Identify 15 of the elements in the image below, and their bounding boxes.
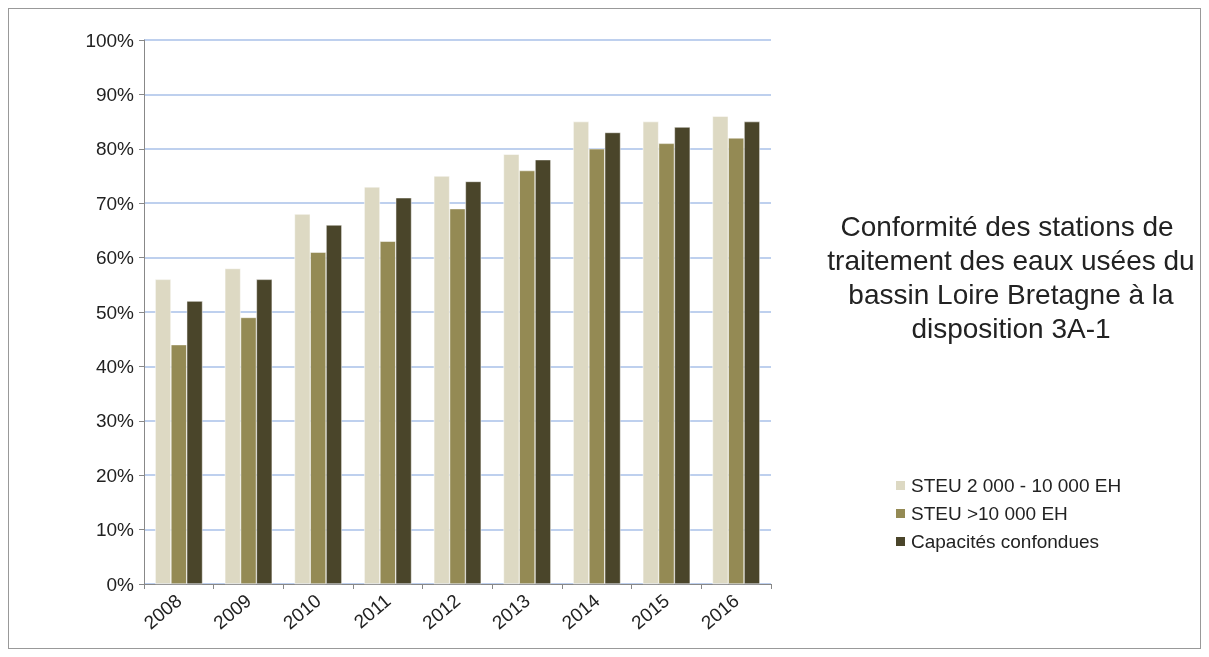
y-tick-label: 80%: [95, 138, 135, 160]
y-tick-label: 0%: [106, 573, 135, 595]
y-tick-label: 40%: [95, 355, 135, 377]
y-tick-label: 50%: [95, 301, 135, 323]
y-tick-label: 100%: [85, 29, 135, 51]
y-tick-label: 60%: [95, 247, 135, 269]
legend-label: STEU >10 000 EH: [911, 503, 1068, 524]
y-tick-label: 30%: [95, 410, 135, 432]
legend-label: STEU 2 000 - 10 000 EH: [911, 475, 1122, 496]
y-tick-label: 90%: [95, 83, 135, 105]
y-tick-label: 10%: [95, 519, 135, 541]
y-tick-label: 70%: [95, 192, 135, 214]
text: Conformité des stations de traitement des eaux usées du bassin Loire Bretagne à la disposition 3A-1: [827, 210, 1195, 344]
legend-label: Capacités confondues: [911, 531, 1100, 552]
y-tick-label: 20%: [95, 464, 135, 486]
